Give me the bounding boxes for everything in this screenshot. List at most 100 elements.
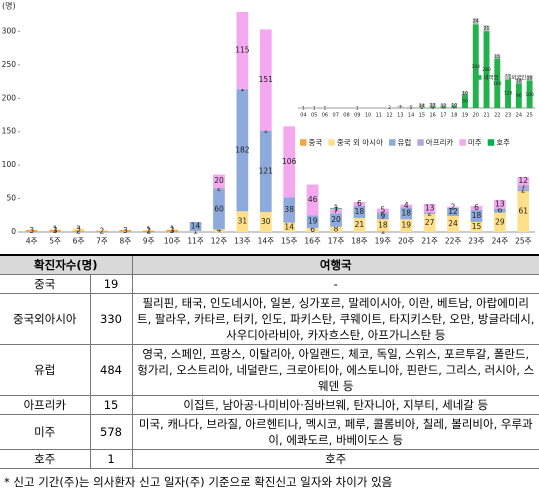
data-label: 60 [214, 204, 224, 213]
y-tick-label: 200 [2, 93, 17, 102]
x-tick-label: 19 [462, 113, 468, 119]
bar-segment [353, 201, 366, 206]
data-label: 12 [519, 176, 529, 185]
data-label: 21 [355, 220, 365, 229]
bar-segment [353, 217, 366, 232]
legend-label: 중국 [309, 138, 323, 147]
data-label: 10 [462, 90, 468, 96]
bar-segment [353, 205, 366, 218]
data-label: 182 [235, 145, 250, 154]
data-label: 46 [308, 195, 318, 204]
data-label: 14 [419, 103, 425, 109]
data-label: 29 [495, 217, 505, 226]
legend-label: 아프리카 [426, 137, 454, 147]
data-label: 6 [497, 206, 502, 215]
bar-segment [166, 229, 179, 232]
y-tick-label: 150 [2, 127, 17, 136]
data-label: 115 [235, 45, 250, 54]
data-label: 7 [334, 206, 339, 215]
data-label: 1 [323, 105, 326, 111]
data-label: 151 [259, 75, 274, 84]
data-label: 21 [484, 26, 490, 32]
table-cell: 330 [89, 293, 133, 345]
table-cell: 1 [89, 449, 133, 469]
data-label: 14 [191, 222, 201, 231]
table-cell: 578 [89, 414, 133, 450]
x-tick-label: 16 [429, 113, 435, 119]
bar-segment [517, 185, 530, 190]
legend-label: 외국인 [511, 75, 526, 82]
bar-segment [259, 130, 272, 132]
data-label: 1 [302, 105, 305, 111]
data-label: 110 [504, 90, 513, 96]
legend-swatch [477, 75, 482, 80]
data-label: 15 [472, 222, 482, 231]
bar-segment [451, 103, 458, 107]
y-tick-label: 300 [2, 26, 17, 35]
data-label: 280 [482, 67, 491, 73]
data-label: 12 [448, 207, 458, 216]
data-label: 2 [388, 105, 391, 111]
table-cell: 중국 [0, 274, 91, 294]
bar-segment [236, 88, 249, 90]
table-cell: 미국, 캐나다, 브라질, 아르헨티나, 멕시코, 페루, 콜롬비아, 칠레, … [131, 414, 539, 450]
x-tick-label: 24 [516, 113, 522, 119]
bar-segment [423, 203, 436, 213]
x-tick-label: 7주 [96, 237, 108, 246]
legend-swatch [504, 75, 510, 80]
x-tick-label: 11 [376, 113, 382, 119]
y-axis-label: (명) [2, 1, 16, 11]
x-tick-label: 25주 [515, 237, 532, 246]
bar-segment [386, 107, 393, 108]
bar-segment [462, 91, 468, 95]
table-row: 호주 1 호주 [0, 449, 539, 469]
data-label: 13 [495, 199, 505, 208]
bar-segment [483, 25, 490, 32]
data-label: 7 [399, 105, 402, 111]
bar-segment [236, 89, 249, 212]
data-label: 3 [170, 226, 175, 235]
data-label: 6 [310, 225, 315, 234]
bar-segment [447, 215, 459, 232]
bar-segment [330, 207, 342, 209]
data-label: 18 [378, 220, 388, 229]
data-label: 19 [401, 221, 411, 230]
data-label: 20 [214, 176, 224, 185]
legend-swatch [417, 139, 424, 146]
x-tick-label: 17주 [328, 237, 345, 246]
bar-segment [72, 230, 85, 232]
bar-segment [494, 54, 501, 59]
table-cell: 중국외아시아 [0, 293, 91, 345]
data-label: 6 [453, 105, 456, 111]
table-cell: 미주 [0, 414, 91, 450]
x-tick-label: 22주 [445, 237, 462, 246]
x-tick-label: 14주 [258, 237, 275, 246]
bar-segment [189, 221, 202, 232]
data-label: 1 [170, 225, 175, 234]
bar-segment [526, 80, 533, 108]
x-tick-label: 23주 [468, 237, 485, 246]
x-tick-label: 21주 [421, 237, 438, 246]
bar-segment [213, 187, 225, 190]
x-tick-label: 04 [300, 113, 306, 119]
y-tick-label: 50 [6, 194, 16, 203]
bar-segment [25, 229, 38, 232]
bar-segment [429, 106, 436, 108]
data-label: 61 [519, 207, 529, 216]
data-label: 6 [474, 203, 479, 212]
legend-swatch [487, 139, 495, 146]
bar-segment [494, 208, 506, 213]
bar-segment [470, 209, 483, 222]
data-label: 5 [410, 105, 413, 111]
bar-segment [213, 189, 225, 230]
bar-segment [376, 208, 389, 212]
table-cell: 이집트, 남아공·나미비아·짐바브웨, 탄자니아, 지부티, 세네갈 등 [131, 395, 539, 415]
x-tick-label: 08 [343, 113, 349, 119]
header-cell: 확진자수(명) [0, 254, 133, 275]
x-tick-label: 18 [451, 113, 457, 119]
bar-segment [376, 219, 389, 232]
x-tick-label: 19주 [375, 237, 392, 246]
x-tick-label: 13주 [234, 237, 251, 246]
data-label: 30 [261, 217, 271, 226]
bar-segment [283, 197, 296, 223]
